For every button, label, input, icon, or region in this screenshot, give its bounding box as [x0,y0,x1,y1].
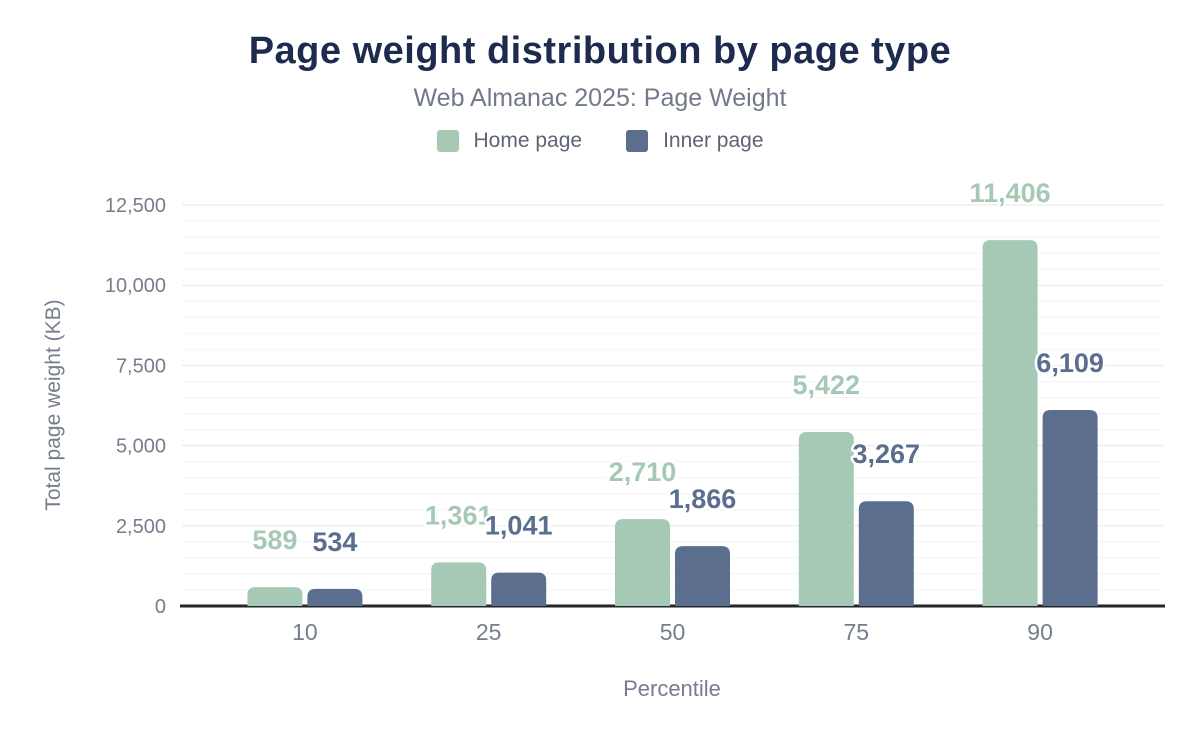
bar-home-page-p25[interactable] [431,562,487,606]
y-tick-label: 10,000 [105,275,166,297]
value-label-inner-page-p50: 1,866 [669,484,737,514]
bar-inner-page-p75[interactable] [858,501,914,606]
y-tick-label: 7,500 [116,355,166,377]
bar-inner-page-p25[interactable] [491,572,547,606]
y-tick-label: 12,500 [105,195,166,217]
x-tick-label-75: 75 [844,619,870,645]
x-tick-label-10: 10 [292,619,318,645]
bar-home-page-p90[interactable] [982,240,1038,606]
legend-label-inner-page: Inner page [663,129,764,152]
bar-home-page-p75[interactable] [798,432,854,606]
bar-inner-page-p50[interactable] [675,546,730,606]
y-tick-label: 5,000 [116,436,166,458]
chart-title: Page weight distribution by page type [248,30,952,72]
y-tick-label: 0 [155,596,166,618]
value-label-home-page-p50: 2,710 [609,457,677,487]
x-tick-label-25: 25 [476,619,502,645]
bar-inner-page-p10[interactable] [307,588,363,606]
legend-item-inner-page[interactable]: Inner page [626,129,764,153]
y-axis-title: Total page weight (KB) [42,299,65,511]
value-label-inner-page-p75: 3,267 [853,439,921,469]
legend-label-home-page: Home page [473,129,583,152]
value-label-home-page-p75: 5,422 [793,370,861,400]
bar-home-page-p50[interactable] [615,519,670,606]
chart-subtitle: Web Almanac 2025: Page Weight [413,84,787,112]
value-label-home-page-p90: 11,406 [970,178,1051,208]
value-label-home-page-p10: 589 [252,525,297,555]
value-label-home-page-p25: 1,361 [425,500,493,530]
x-tick-label-50: 50 [660,619,686,645]
bar-home-page-p10[interactable] [247,587,303,606]
value-label-inner-page-p25: 1,041 [485,511,553,541]
y-tick-label: 2,500 [116,516,166,538]
legend-item-home-page[interactable]: Home page [436,129,583,153]
x-axis-title: Percentile [623,676,721,701]
legend: Home page Inner page [0,129,1200,153]
chart-canvas: 0 2,500 5,000 7,500 10,000 12,500 10 25 50 75 90 58… [105,176,1165,645]
bar-inner-page-p90[interactable] [1042,410,1098,606]
x-tick-label-90: 90 [1027,619,1053,645]
value-label-inner-page-p90: 6,109 [1036,348,1104,378]
legend-swatch-inner-page [626,130,649,152]
legend-swatch-home-page [436,130,459,152]
value-label-inner-page-p10: 534 [312,527,357,557]
